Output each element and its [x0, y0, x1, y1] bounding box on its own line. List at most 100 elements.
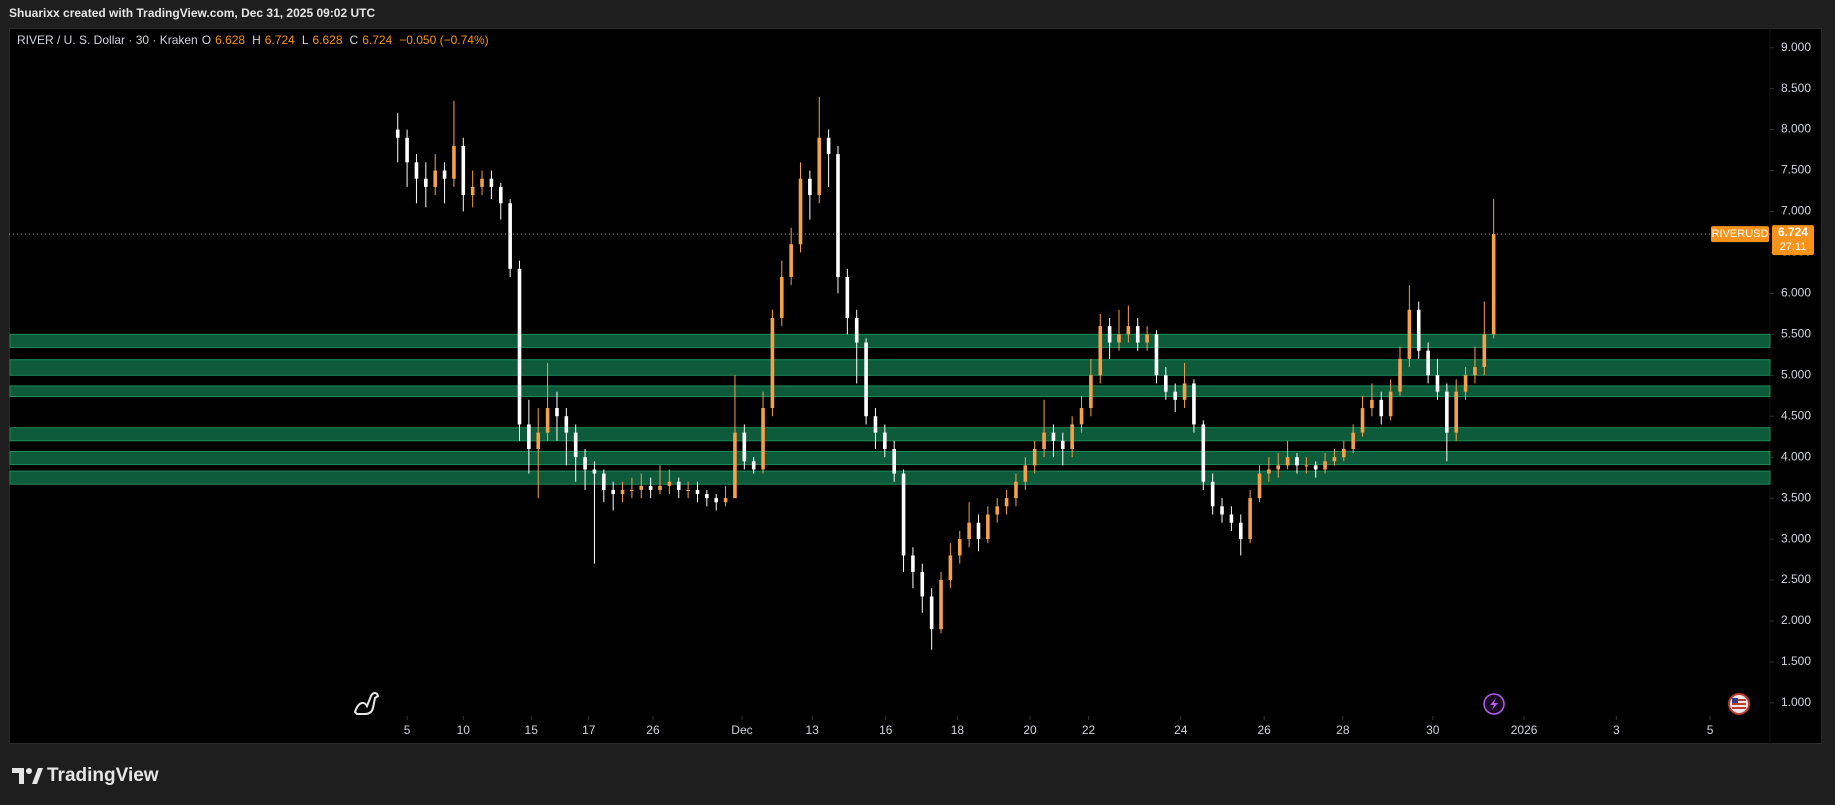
- candle-body: [1210, 481, 1215, 507]
- candle-body: [1435, 375, 1440, 392]
- candle-body: [1079, 408, 1084, 425]
- candle-body: [405, 137, 409, 163]
- flag-icon[interactable]: [1728, 693, 1750, 715]
- candle-body: [611, 489, 615, 495]
- candle-body: [873, 416, 878, 433]
- y-tick-label: 1.000: [1781, 695, 1811, 709]
- candle-body: [1267, 469, 1271, 474]
- candle-body: [1117, 334, 1121, 343]
- y-tick-label: 8.500: [1781, 81, 1811, 95]
- candle-body: [1388, 391, 1393, 417]
- candle-body: [1407, 309, 1412, 359]
- y-tick-label: 2.500: [1781, 572, 1811, 586]
- lightning-icon[interactable]: [1483, 693, 1505, 715]
- candle-body: [414, 162, 419, 179]
- candle-body: [705, 494, 709, 499]
- candle-body: [639, 485, 644, 490]
- legend: RIVER / U. S. Dollar · 30 · Kraken O 6.62…: [17, 33, 492, 47]
- candle-body: [648, 485, 653, 490]
- legend-value: 6.628: [312, 33, 343, 47]
- symbol: RIVER / U. S. Dollar · 30 · Kraken: [17, 33, 198, 47]
- candle-body: [995, 506, 1000, 515]
- candle-body: [395, 129, 400, 138]
- candle-body: [1445, 391, 1449, 433]
- y-tick-label: 5.500: [1781, 326, 1811, 340]
- candle-body: [864, 342, 868, 417]
- flag-canton: [1732, 698, 1738, 703]
- candle-body: [1229, 514, 1234, 523]
- candle-body: [555, 408, 559, 417]
- x-tick-label: 26: [646, 723, 660, 737]
- y-tick-label: 3.500: [1781, 490, 1811, 504]
- support-zone: [9, 333, 1771, 348]
- y-tick-label: 7.500: [1781, 163, 1811, 177]
- support-zone: [9, 450, 1771, 466]
- candle-body: [1173, 391, 1177, 400]
- x-tick-label: 16: [879, 723, 893, 737]
- candle-body: [452, 145, 456, 179]
- legend-change: −0.050 (−0.74%): [399, 33, 489, 47]
- x-tick-label: 13: [806, 723, 820, 737]
- candle-body: [442, 170, 447, 179]
- candle-body: [527, 424, 531, 449]
- legend-value: 6.724: [362, 33, 393, 47]
- legend-key: L: [301, 33, 309, 47]
- x-tick-label: 22: [1082, 723, 1096, 737]
- candle-body: [1426, 350, 1430, 376]
- candle-body: [1313, 465, 1318, 470]
- lightning-bolt[interactable]: [1490, 698, 1498, 710]
- candle-body: [1014, 481, 1018, 499]
- candle-body: [779, 276, 784, 318]
- candle-body: [911, 555, 915, 572]
- y-tick-label: 7.000: [1781, 204, 1811, 218]
- x-tick-label: 26: [1258, 723, 1272, 737]
- candle-body: [751, 461, 756, 470]
- candle-body: [883, 432, 887, 449]
- candle-body: [1323, 461, 1327, 470]
- candle-body: [1454, 391, 1459, 433]
- candle-body: [620, 489, 625, 495]
- candle-body: [1360, 408, 1365, 433]
- dino-shape: [353, 692, 380, 715]
- candle-body: [892, 448, 896, 474]
- candle-body: [1463, 375, 1468, 392]
- candle-body: [789, 244, 793, 277]
- candle-body: [1370, 399, 1374, 409]
- candle-body: [1107, 326, 1112, 343]
- candle-body: [1032, 448, 1037, 466]
- support-zone: [9, 385, 1771, 398]
- support-zone: [9, 427, 1771, 442]
- x-tick-label: 5: [1707, 723, 1714, 737]
- y-tick-label: 2.000: [1781, 613, 1811, 627]
- candle-body: [733, 432, 737, 499]
- candle-body: [686, 489, 690, 491]
- candle-body: [808, 178, 812, 196]
- flag-stripe: [1732, 707, 1746, 709]
- candle-body: [854, 317, 859, 343]
- candle-body: [1023, 465, 1028, 482]
- candle-body: [658, 485, 662, 490]
- candle-body: [602, 473, 606, 490]
- candle-body: [967, 522, 971, 540]
- candle-body: [1285, 457, 1290, 466]
- candle-body: [667, 481, 672, 486]
- x-tick-label: 20: [1023, 723, 1037, 737]
- x-tick-label: 2026: [1511, 723, 1538, 737]
- candle-body: [1126, 326, 1131, 335]
- candle-body: [901, 473, 906, 556]
- y-tick-label: 4.500: [1781, 408, 1811, 422]
- candle-body: [545, 408, 550, 433]
- candle-body: [986, 514, 990, 540]
- candle-body: [1042, 432, 1046, 449]
- support-zone: [9, 359, 1771, 376]
- candle-body: [1473, 367, 1477, 376]
- candle-body: [536, 432, 541, 449]
- candle-body: [1379, 399, 1384, 417]
- candle-body: [470, 186, 475, 196]
- candle-body: [948, 555, 953, 581]
- candle-body: [1145, 334, 1149, 343]
- candle-body: [1248, 498, 1252, 540]
- x-tick-label: 15: [525, 723, 539, 737]
